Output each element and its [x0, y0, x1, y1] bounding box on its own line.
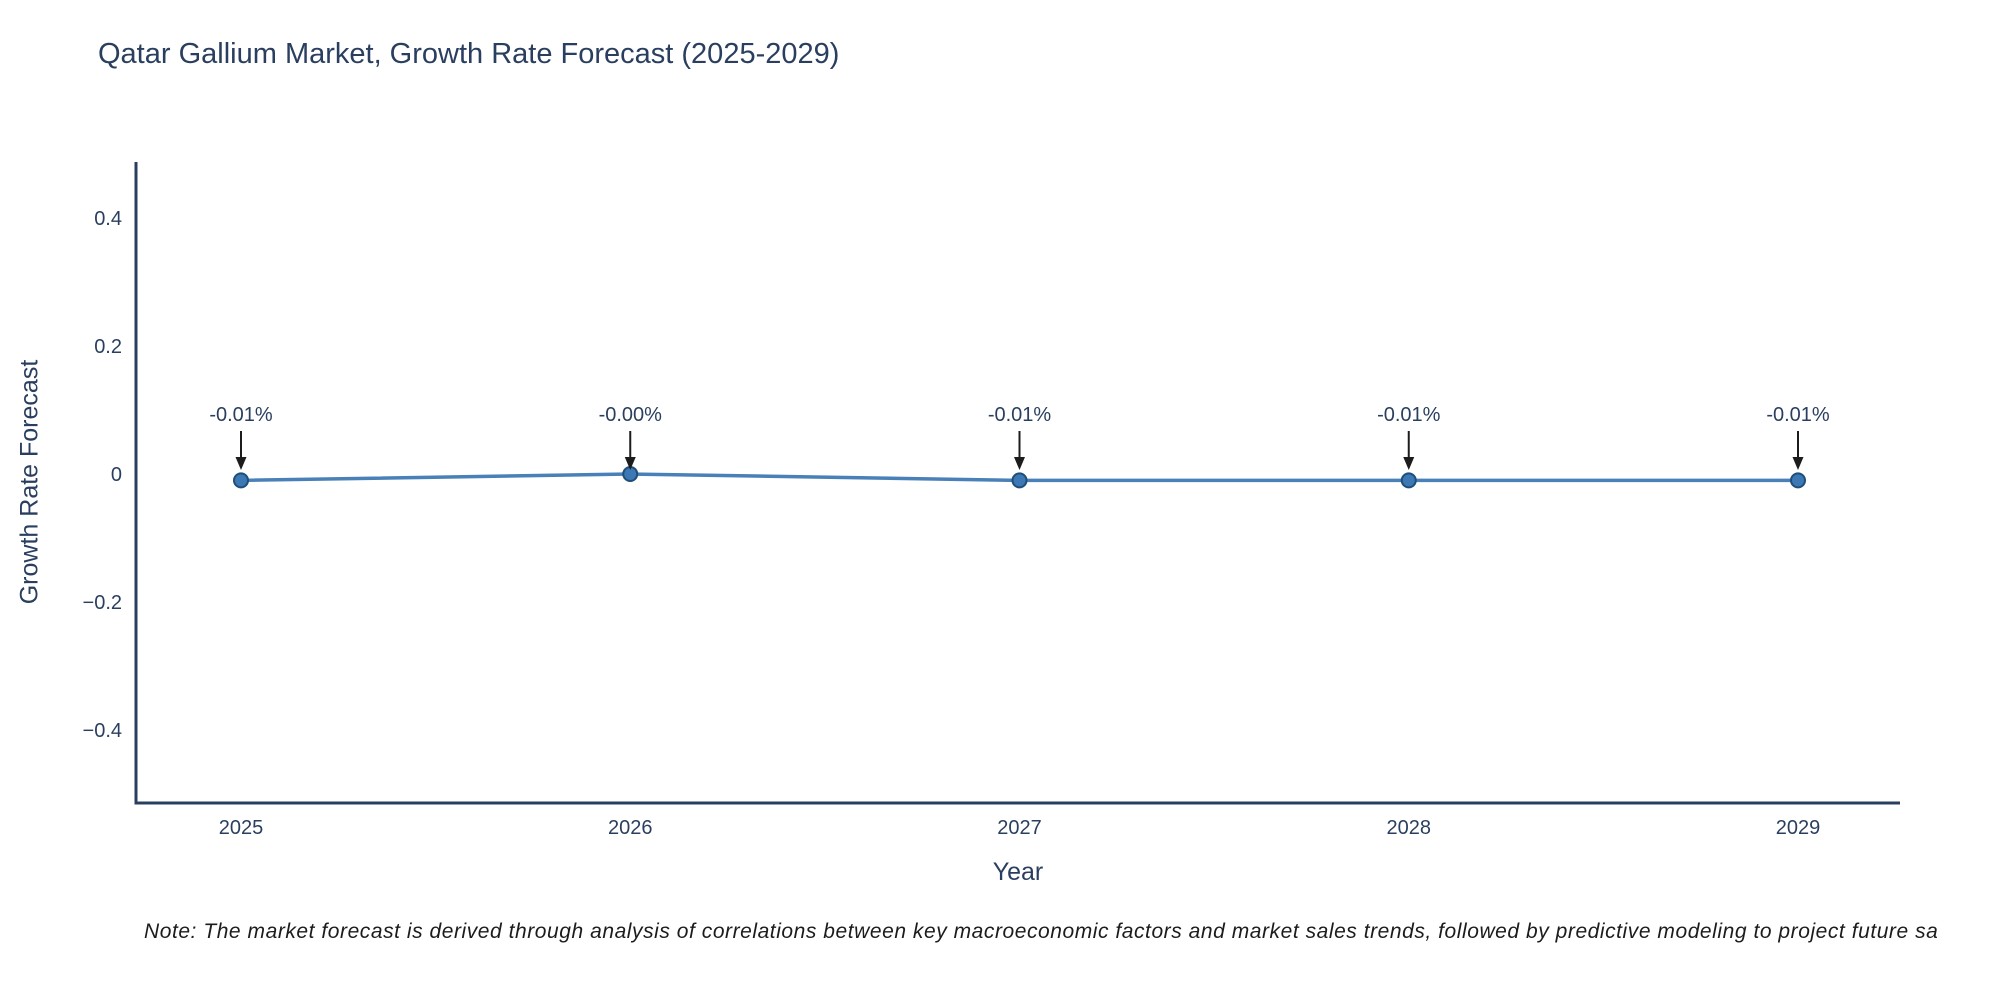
annotation-arrow-head	[1792, 457, 1804, 470]
annotation-arrow-head	[624, 457, 636, 470]
x-tick-label: 2027	[997, 817, 1042, 839]
point-annotation-label: -0.00%	[599, 404, 663, 426]
annotation-arrow-head	[1403, 457, 1415, 470]
point-annotation-label: -0.01%	[988, 404, 1052, 426]
point-annotation-label: -0.01%	[1377, 404, 1441, 426]
x-tick-label: 2025	[219, 817, 264, 839]
y-tick-label: −0.2	[83, 592, 122, 614]
point-annotation-label: -0.01%	[209, 404, 273, 426]
y-axis-title: Growth Rate Forecast	[15, 359, 44, 605]
footnote: Note: The market forecast is derived thr…	[144, 920, 1939, 943]
data-point-marker	[1790, 472, 1806, 489]
annotation-arrow-head	[1014, 457, 1025, 470]
point-annotation-label: -0.01%	[1766, 404, 1830, 426]
x-tick-label: 2028	[1387, 817, 1432, 839]
chart-title: Qatar Gallium Market, Growth Rate Foreca…	[98, 38, 840, 70]
x-tick-label: 2026	[608, 817, 653, 839]
annotation-arrow-head	[235, 457, 247, 470]
y-tick-label: −0.4	[83, 720, 122, 742]
data-point-marker	[1011, 472, 1028, 489]
y-tick-label: 0.4	[94, 208, 122, 230]
data-point-marker	[233, 472, 249, 489]
data-point-marker	[1400, 472, 1417, 489]
y-tick-label: 0	[111, 464, 122, 486]
y-tick-label: 0.2	[94, 336, 122, 358]
x-tick-label: 2029	[1776, 817, 1821, 839]
x-axis-title: Year	[992, 858, 1044, 886]
